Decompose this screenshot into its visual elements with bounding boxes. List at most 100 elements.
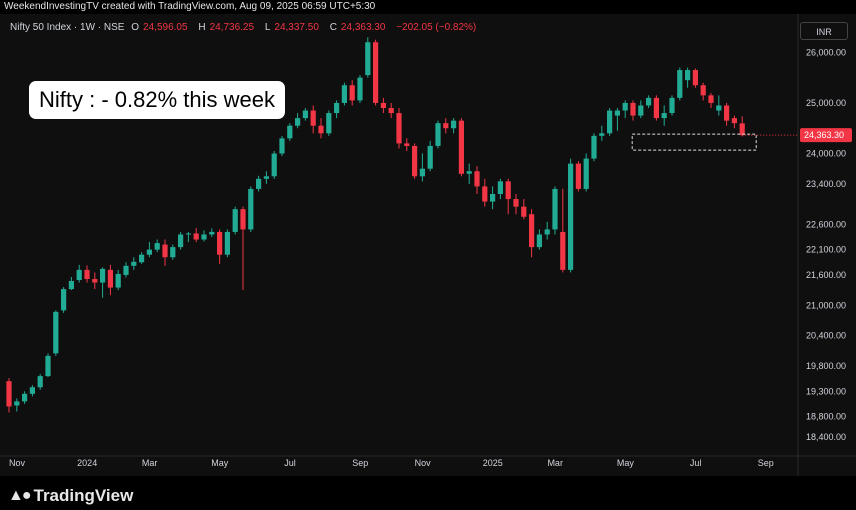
candle [435,120,441,149]
candle [92,272,98,290]
candle [427,140,433,172]
y-tick-label: 26,000.00 [806,47,846,57]
y-tick-label: 21,000.00 [806,300,846,310]
candlestick-chart: 26,000.00 25,000.00 24,000.00 23,400.00 22,6… [0,14,856,476]
candle [365,37,371,78]
candle [653,95,659,121]
y-tick-label: 23,400.00 [806,179,846,189]
candle [45,353,51,378]
candle [248,186,254,232]
high-label: H [198,22,206,33]
candle [607,108,613,136]
candle [209,228,215,237]
candle [731,115,737,129]
candle [107,264,113,296]
candle [638,100,644,119]
candle [529,209,535,258]
x-tick-label: Jul [690,458,702,468]
candle [419,153,425,182]
x-tick-label: Mar [142,458,158,468]
open-label: O [131,22,140,33]
candle [380,97,386,114]
candle [630,100,636,121]
candle [677,67,683,101]
highlight-box [631,133,757,151]
y-tick-label: 20,400.00 [806,331,846,341]
candle [443,118,449,134]
low-label: L [264,22,271,33]
candle [458,118,464,177]
candle [708,92,714,108]
candle [544,221,550,240]
candle [700,82,706,101]
high-value: 24,736.25 [209,22,255,33]
y-tick-label: 22,600.00 [806,219,846,229]
candle [326,110,332,136]
candle [193,227,199,243]
candle [716,95,722,116]
candle [131,257,137,270]
candle [404,138,410,151]
candle [661,105,667,126]
candle [256,175,262,192]
candle [217,229,223,264]
candle [76,264,82,283]
x-tick-label: May [211,458,229,468]
candle [115,269,121,291]
candle [497,178,503,200]
candle [201,230,207,242]
x-tick-label: Sep [352,458,368,468]
candle [279,135,285,157]
change-value: −202.05 (−0.82%) [396,22,477,33]
candle [669,95,675,116]
candle [692,68,698,88]
candle [232,206,238,235]
last-price-tag [800,128,852,143]
candle [68,276,74,291]
symbol-label: Nifty 50 Index · 1W · NSE [10,22,125,33]
candle [185,231,191,243]
x-tick-label: Jul [284,458,296,468]
close-value: 24,363.30 [340,22,386,33]
x-tick-label: Nov [415,458,432,468]
candle [622,100,628,119]
candle [154,239,160,253]
candle [263,171,269,184]
candle [146,242,152,258]
candle [568,158,574,273]
candle [302,108,308,121]
candle [521,199,527,220]
x-tick-label: Nov [9,458,26,468]
y-tick-label: 24,000.00 [806,149,846,159]
candle [591,133,597,162]
candle [341,82,347,106]
candle [139,252,145,264]
candle [724,102,730,126]
chart-credit: WeekendInvestingTV created with TradingV… [0,0,856,14]
candle [560,188,566,273]
candle [685,67,691,88]
ohlc-legend: Nifty 50 Index · 1W · NSE O 24,596.05 H 24… [10,22,480,33]
tradingview-brand[interactable]: ▲● TradingView [8,486,133,506]
candle [37,374,43,390]
candle [552,186,558,235]
x-tick-label: 2024 [77,458,97,468]
y-tick-label: 21,600.00 [806,270,846,280]
candle [84,265,90,283]
candle [334,100,340,119]
weekly-change-annotation: Nifty : - 0.82% this week [29,81,285,119]
candle [6,378,12,413]
candle [295,113,301,129]
candle [240,206,246,291]
candle [224,229,230,258]
currency-button[interactable]: INR [800,22,848,40]
candle [599,125,605,141]
x-tick-label: Sep [758,458,774,468]
candle [451,118,457,134]
candle [505,178,511,215]
candle [388,102,394,119]
candle [287,123,293,141]
candle [53,310,59,356]
x-tick-label: May [617,458,635,468]
candle [614,108,620,131]
